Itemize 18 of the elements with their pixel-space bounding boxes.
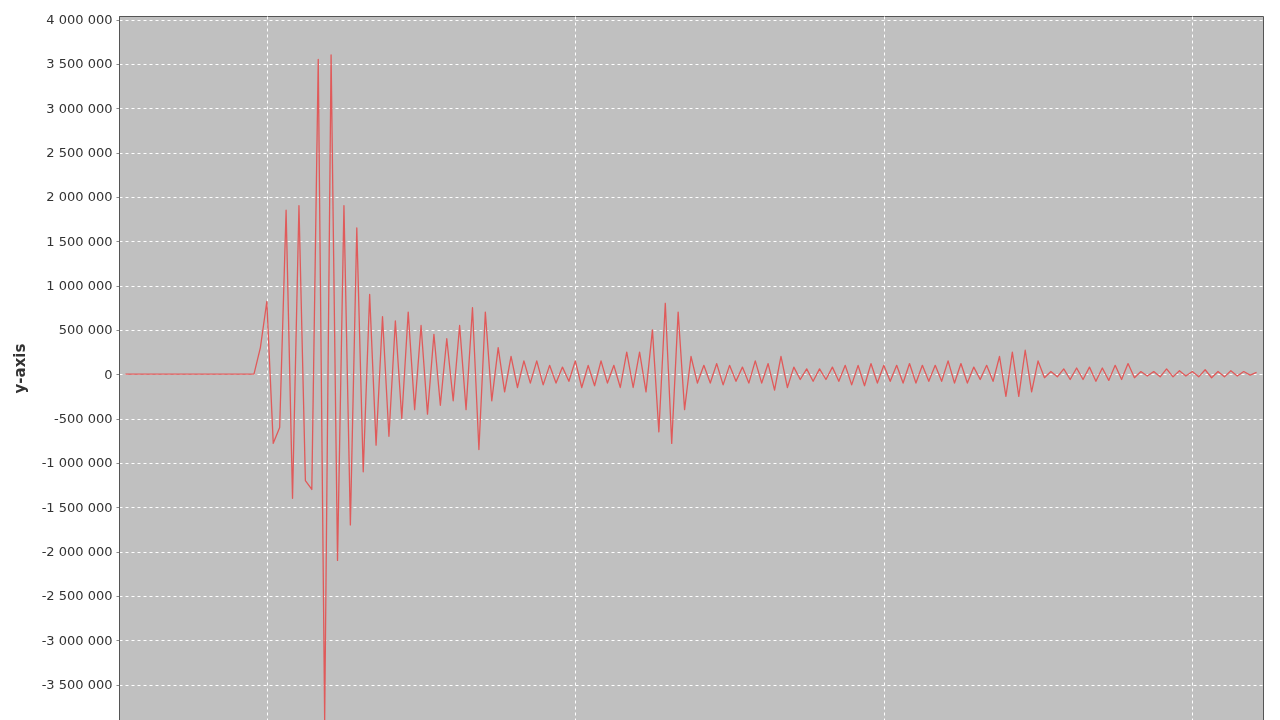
y-tick-label: -1 500 000 [41,499,113,515]
y-tick-label: 1 000 000 [46,278,113,294]
y-tick-label: -500 000 [54,411,113,427]
y-tick-label: -3 500 000 [41,677,113,693]
y-tick-label: -2 000 000 [41,544,113,560]
y-tick-label: -3 000 000 [41,632,113,648]
y-tick-label: 3 000 000 [46,100,113,116]
line-series [124,54,1258,720]
y-tick-label: 500 000 [58,322,113,338]
y-tick-label: 0 [104,366,113,382]
y-tick-label: -1 000 000 [41,455,113,471]
y-tick-label: 1 500 000 [46,233,113,249]
y-tick-label: 3 500 000 [46,56,113,72]
y-tick-label: 4 000 000 [46,12,113,28]
y-tick-label: -2 500 000 [41,588,113,604]
y-tick-label: 2 500 000 [46,145,113,161]
y-axis-title: y-axis [10,343,29,394]
y-tick-label: 2 000 000 [46,189,113,205]
